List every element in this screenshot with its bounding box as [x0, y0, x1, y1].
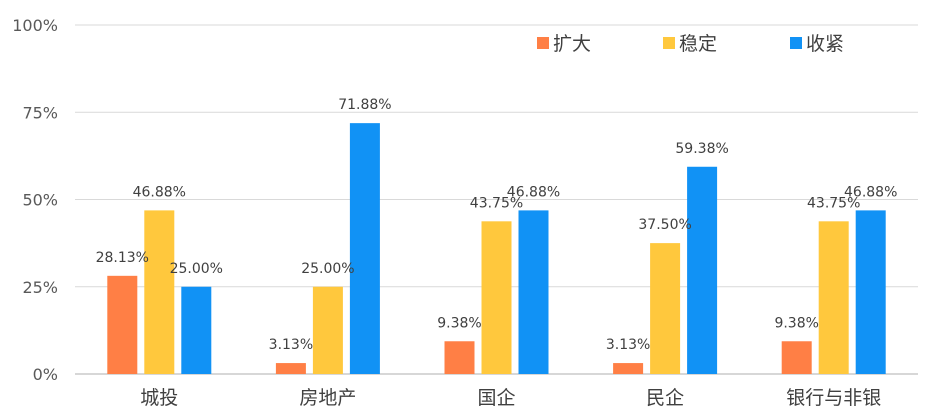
bar-扩大-民企 [613, 363, 644, 374]
legend: 扩大 稳定 收紧 [537, 33, 844, 55]
data-label: 46.88% [507, 184, 560, 200]
legend-item-扩大: 扩大 [537, 33, 591, 55]
bar-扩大-城投 [107, 275, 138, 374]
category-label: 国企 [477, 387, 515, 409]
bar-稳定-民企 [650, 243, 681, 374]
data-label: 37.50% [638, 217, 691, 233]
legend-label: 稳定 [679, 33, 717, 55]
data-label: 28.13% [96, 250, 149, 266]
legend-swatch [537, 37, 549, 49]
bar-稳定-房地产 [312, 286, 343, 374]
bar-收紧-城投 [181, 286, 212, 374]
data-label: 59.38% [675, 141, 728, 157]
data-label: 46.88% [844, 184, 897, 200]
bar-稳定-城投 [144, 210, 175, 374]
data-label: 46.88% [133, 184, 186, 200]
x-axis-categories: 城投 房地产 国企 民企 银行与非银 [140, 387, 881, 409]
bar-稳定-国企 [481, 221, 512, 374]
legend-swatch [663, 37, 675, 49]
bar-收紧-银行与非银 [855, 210, 886, 374]
y-tick-label: 75% [22, 103, 58, 122]
data-label: 3.13% [606, 337, 650, 353]
legend-label: 收紧 [806, 33, 844, 55]
data-label: 43.75% [807, 195, 860, 211]
category-label: 民企 [646, 387, 684, 409]
data-label: 71.88% [338, 97, 391, 113]
bar-扩大-房地产 [275, 363, 306, 374]
category-label: 房地产 [299, 387, 356, 409]
bar-扩大-银行与非银 [781, 341, 812, 374]
y-tick-label: 50% [22, 191, 58, 210]
y-axis-ticks: 0% 25% 50% 75% 100% [12, 16, 58, 384]
legend-label: 扩大 [553, 33, 591, 55]
data-label: 3.13% [269, 337, 313, 353]
data-label: 9.38% [437, 315, 481, 331]
category-label: 银行与非银 [786, 387, 881, 409]
category-label: 城投 [140, 387, 178, 409]
bar-收紧-国企 [518, 210, 549, 374]
bars [107, 123, 886, 375]
data-labels: 28.13% 46.88% 25.00% 3.13% 25.00% 71.88% 9.38%… [96, 97, 898, 353]
y-tick-label: 25% [22, 278, 58, 297]
legend-item-收紧: 收紧 [790, 33, 844, 55]
bar-稳定-银行与非银 [818, 221, 849, 374]
data-label: 9.38% [774, 315, 818, 331]
data-label: 25.00% [301, 261, 354, 277]
data-label: 43.75% [470, 195, 523, 211]
bar-收紧-民企 [687, 166, 718, 374]
legend-item-稳定: 稳定 [663, 33, 717, 55]
data-label: 25.00% [170, 261, 223, 277]
bar-扩大-国企 [444, 341, 475, 374]
y-tick-label: 0% [33, 365, 58, 384]
legend-swatch [790, 37, 802, 49]
y-tick-label: 100% [12, 16, 58, 35]
bar-收紧-房地产 [349, 123, 380, 375]
